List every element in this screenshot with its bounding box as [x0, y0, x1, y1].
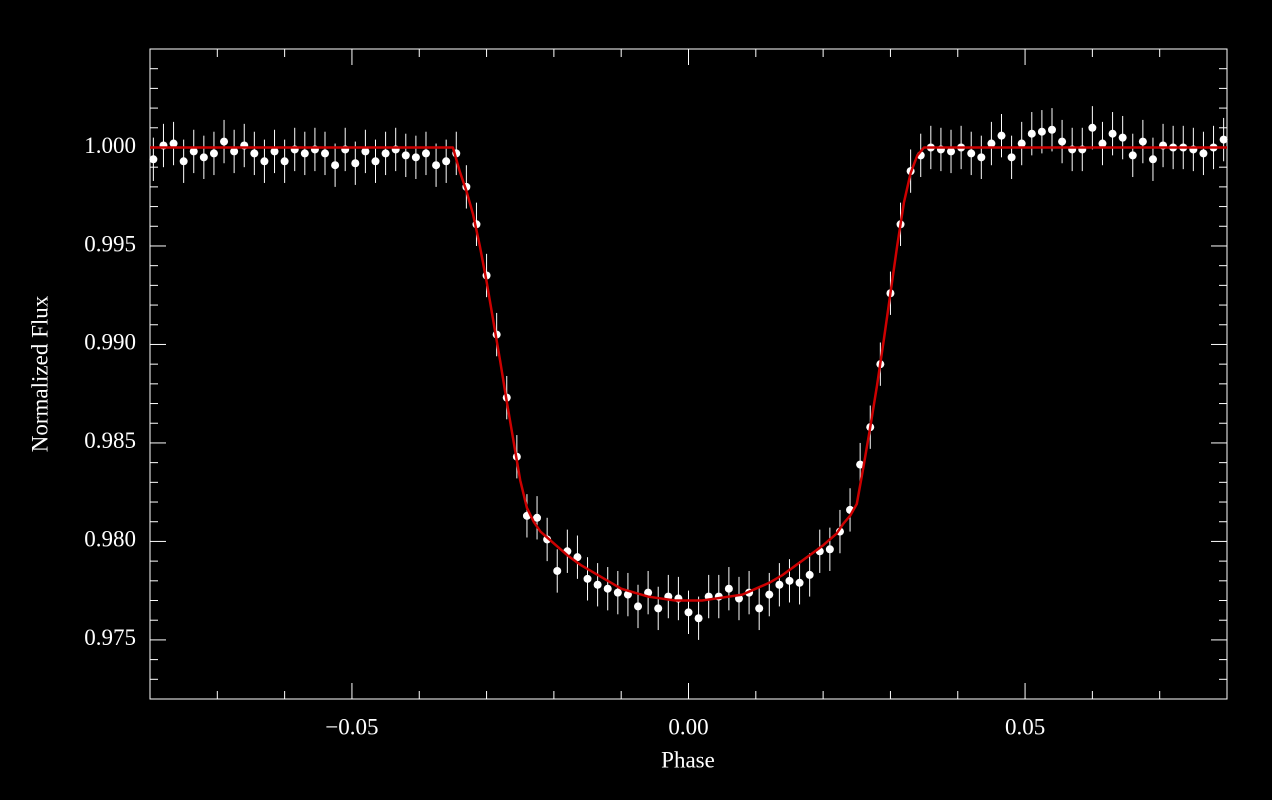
data-point — [613, 588, 622, 597]
x-tick-label: 0.00 — [668, 714, 708, 739]
data-point — [805, 570, 814, 579]
model-line — [150, 146, 1227, 602]
data-point — [1199, 149, 1208, 158]
data-point — [533, 513, 542, 522]
data-point — [401, 151, 410, 160]
y-tick-label: 0.990 — [84, 330, 136, 355]
data-point — [573, 553, 582, 562]
data-point — [189, 147, 198, 156]
data-point — [432, 161, 441, 170]
y-tick-label: 0.995 — [84, 231, 136, 256]
data-point — [280, 157, 289, 166]
data-point — [654, 604, 663, 613]
data-point — [1058, 137, 1067, 146]
data-point — [684, 608, 693, 617]
data-point — [331, 161, 340, 170]
data-point — [553, 566, 562, 575]
data-point — [1138, 137, 1147, 146]
data-point — [543, 535, 552, 544]
data-point — [977, 153, 986, 162]
data-point — [1108, 129, 1117, 138]
data-point — [825, 545, 834, 554]
data-point — [795, 578, 804, 587]
data-point — [1148, 155, 1157, 164]
data-point — [169, 139, 178, 148]
data-point — [1037, 127, 1046, 136]
data-point — [220, 137, 229, 146]
data-point — [623, 590, 632, 599]
data-point — [1047, 125, 1056, 134]
x-tick-label: −0.05 — [325, 714, 378, 739]
data-point — [634, 602, 643, 611]
data-point — [149, 155, 158, 164]
data-point — [381, 149, 390, 158]
data-point — [724, 584, 733, 593]
y-axis-label: Normalized Flux — [27, 295, 52, 452]
data-point — [583, 574, 592, 583]
data-point — [1128, 151, 1137, 160]
data-point — [856, 460, 865, 469]
data-point — [179, 157, 188, 166]
y-tick-label: 0.975 — [84, 625, 136, 650]
data-point — [593, 580, 602, 589]
data-point — [260, 157, 269, 166]
data-point — [300, 149, 309, 158]
data-point — [1098, 139, 1107, 148]
data-point — [351, 159, 360, 168]
x-axis-label: Phase — [661, 747, 715, 772]
data-point — [765, 590, 774, 599]
data-point — [411, 153, 420, 162]
y-tick-label: 0.980 — [84, 527, 136, 552]
data-point — [270, 147, 279, 156]
data-point — [947, 147, 956, 156]
data-point — [1219, 135, 1228, 144]
data-point — [230, 147, 239, 156]
data-point — [209, 149, 218, 158]
x-tick-label: 0.05 — [1005, 714, 1045, 739]
data-point — [1088, 123, 1097, 132]
data-point — [694, 614, 703, 623]
y-tick-label: 0.985 — [84, 428, 136, 453]
data-point — [1007, 153, 1016, 162]
data-point — [987, 139, 996, 148]
data-point — [250, 149, 259, 158]
data-point — [603, 584, 612, 593]
data-point — [775, 580, 784, 589]
data-point — [967, 149, 976, 158]
data-point — [997, 131, 1006, 140]
data-point — [199, 153, 208, 162]
y-tick-label: 1.000 — [84, 133, 136, 158]
data-point — [1118, 133, 1127, 142]
data-point — [1027, 129, 1036, 138]
data-point — [421, 149, 430, 158]
data-point — [644, 588, 653, 597]
data-point — [442, 157, 451, 166]
data-point — [361, 147, 370, 156]
data-point — [371, 157, 380, 166]
data-point — [1017, 139, 1026, 148]
data-point — [755, 604, 764, 613]
data-point — [321, 149, 330, 158]
data-point — [785, 576, 794, 585]
